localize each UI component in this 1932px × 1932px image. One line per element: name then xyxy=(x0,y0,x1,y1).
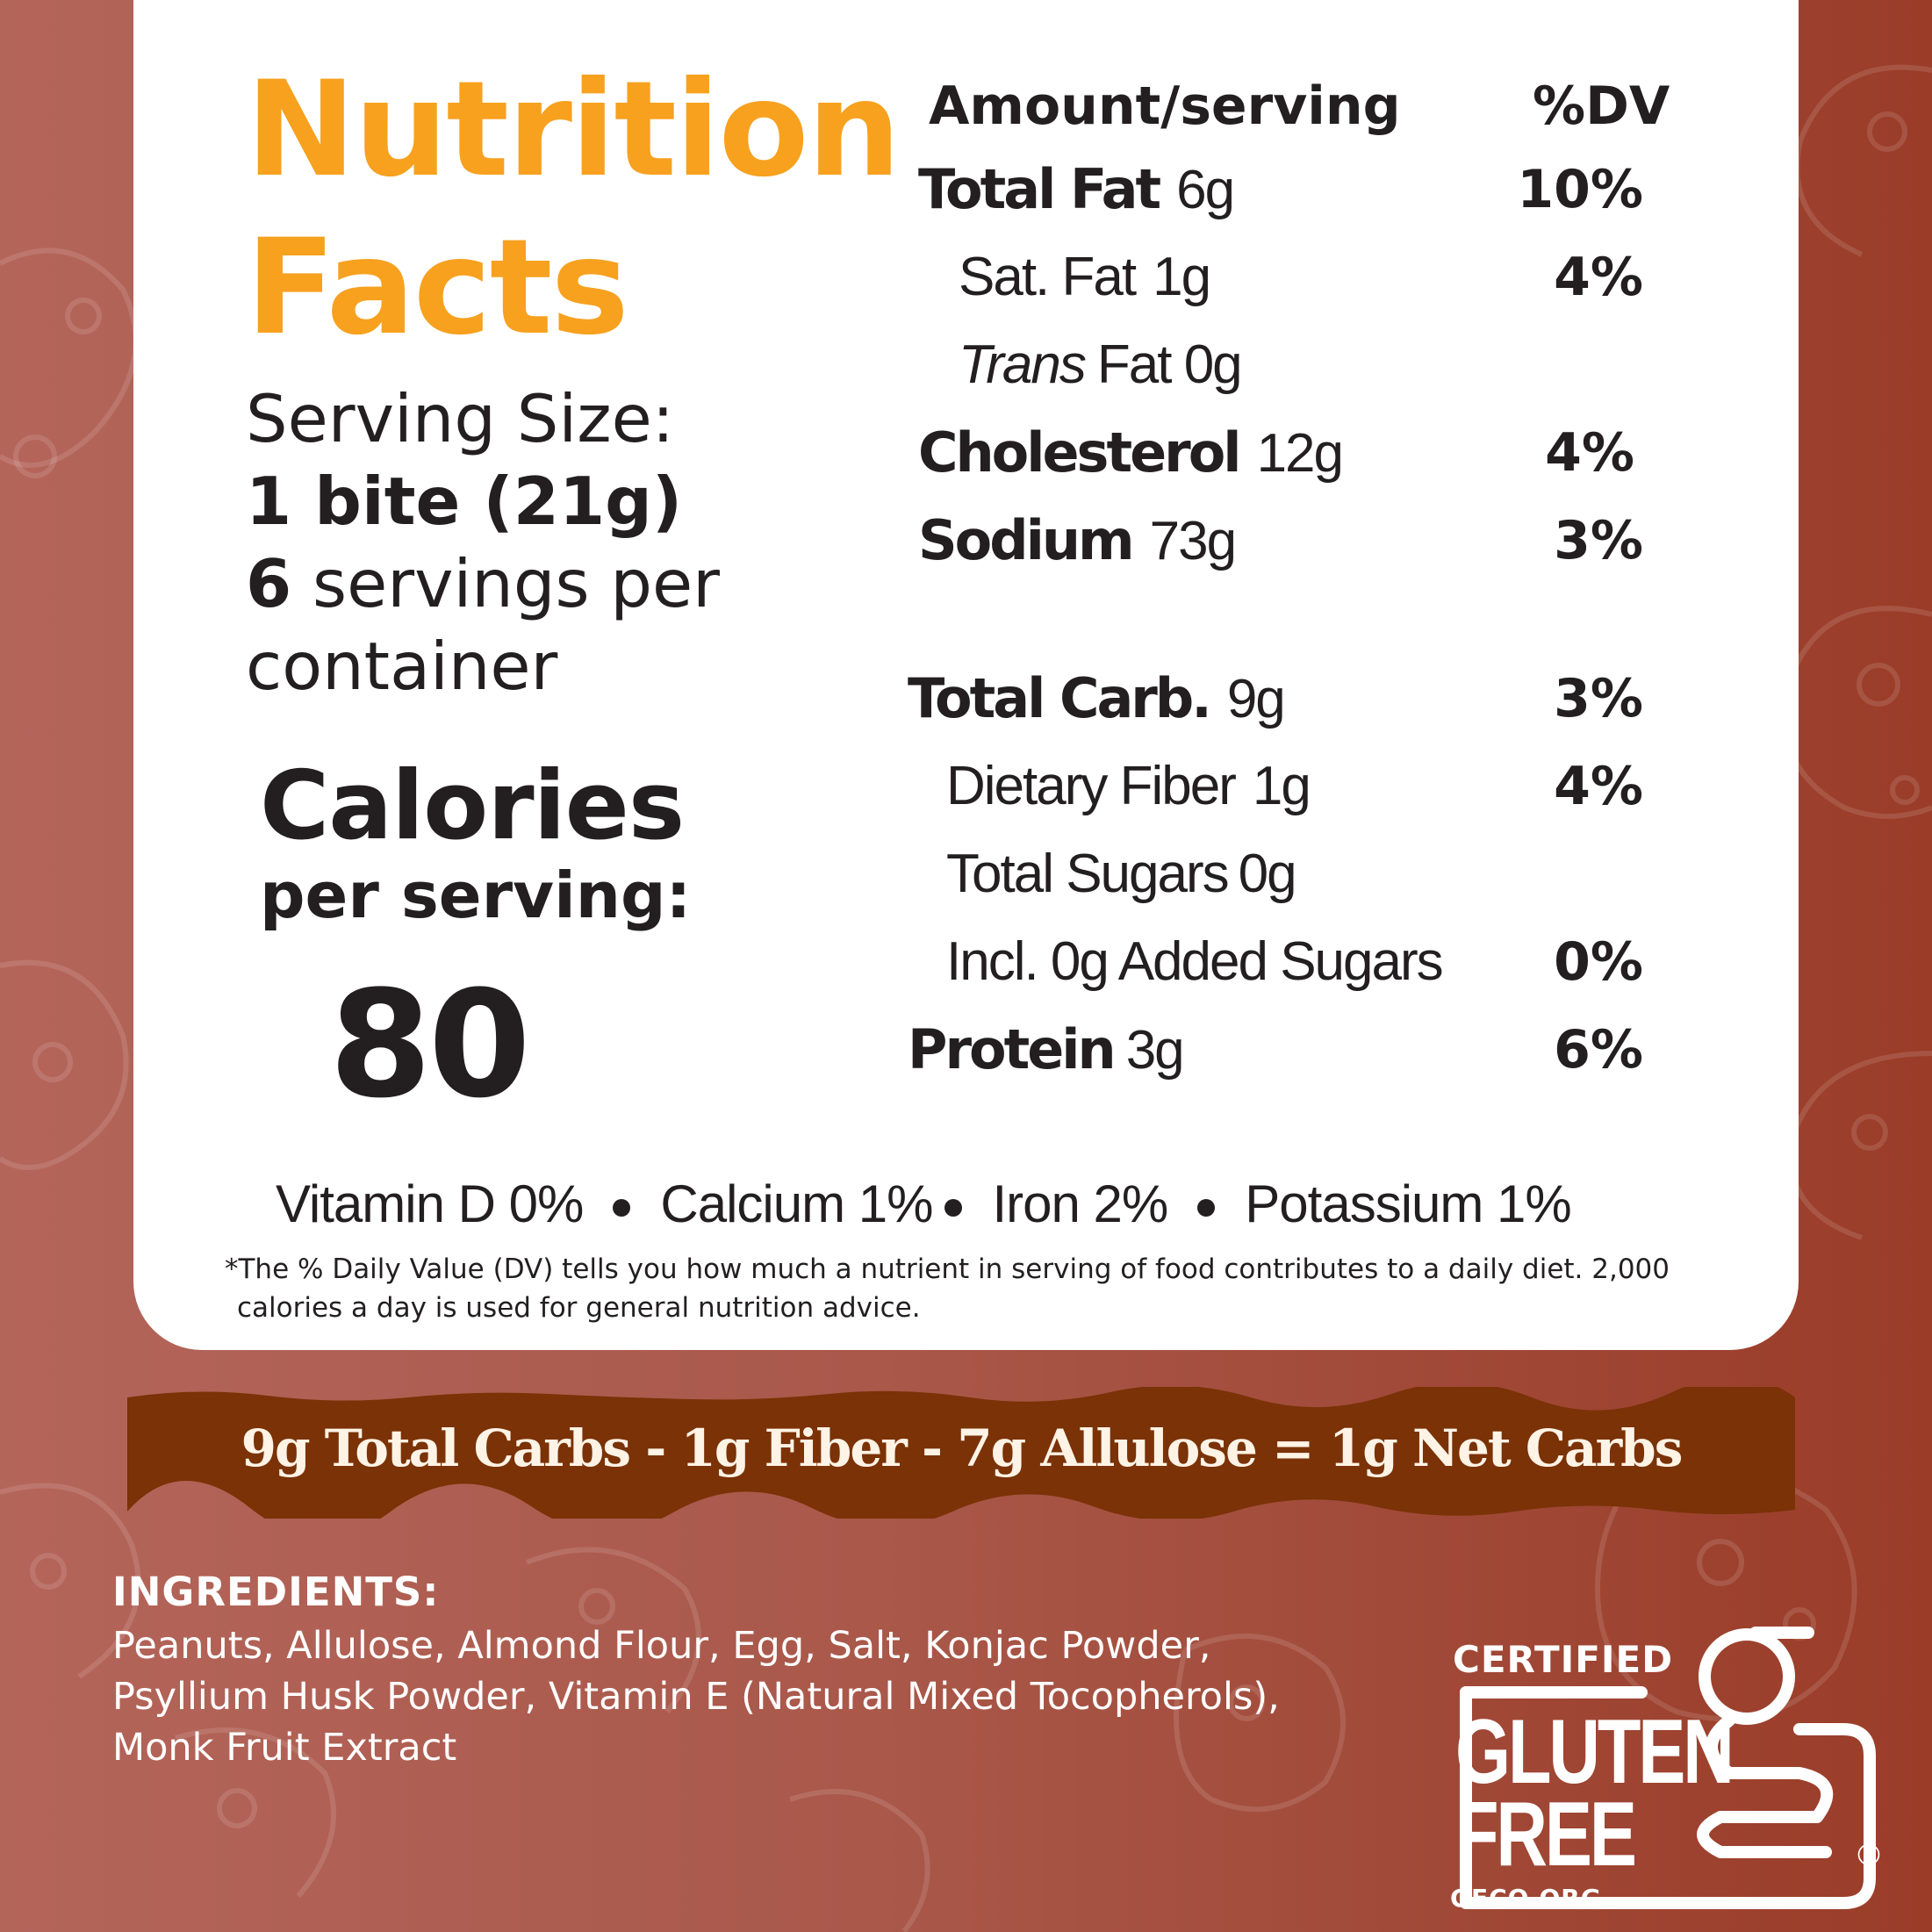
gf-gluten-text: GLUTEN xyxy=(1455,1701,1734,1803)
dv-cholesterol: 4% xyxy=(1545,422,1634,484)
header-amount: Amount/serving xyxy=(929,75,1401,137)
nutrient-row-sat-fat: Sat. Fat 1g xyxy=(959,247,1211,307)
calcium: Calcium 1% xyxy=(660,1174,933,1233)
dv-sat-fat: 4% xyxy=(1554,247,1643,308)
calories-subtitle: per serving: xyxy=(260,858,692,932)
nutrient-row-added-sugars: Incl. 0g Added Sugars xyxy=(946,931,1444,992)
daily-value-footnote: *The % Daily Value (DV) tells you how mu… xyxy=(225,1253,1670,1324)
bullet-dot-icon xyxy=(613,1199,631,1217)
calories-value: 80 xyxy=(329,959,531,1131)
nutrient-row-total-sugars: Total Sugars 0g xyxy=(946,844,1297,904)
nutrient-row-total-fat: Total Fat 6g xyxy=(918,157,1235,221)
header-dv: %DV xyxy=(1533,75,1670,137)
calories-title: Calories xyxy=(260,751,685,861)
potassium: Potassium 1% xyxy=(1245,1174,1571,1233)
nutrition-label-panel xyxy=(133,0,1799,1350)
dv-total-carb: 3% xyxy=(1554,668,1643,729)
dv-added-sugars: 0% xyxy=(1554,931,1643,993)
nutrient-row-sodium: Sodium 73g xyxy=(918,508,1237,572)
gf-free-text: FREE xyxy=(1455,1784,1637,1885)
gf-registered-mark: ® xyxy=(1854,1838,1884,1873)
iron: Iron 2% xyxy=(992,1174,1168,1233)
dv-protein: 6% xyxy=(1554,1019,1643,1081)
serving-info: Serving Size: 1 bite (21g) 6 servings pe… xyxy=(246,377,790,707)
ingredients-text: Peanuts, Allulose, Almond Flour, Egg, Sa… xyxy=(112,1624,1280,1770)
nutrient-row-total-carb: Total Carb. 9g xyxy=(908,666,1286,730)
dv-sodium: 3% xyxy=(1554,510,1643,571)
bullet-dot-icon xyxy=(1197,1199,1216,1217)
serving-size-label: Serving Size: xyxy=(246,380,675,457)
dv-dietary-fiber: 4% xyxy=(1554,756,1643,817)
nutrition-facts-title: Nutrition Facts xyxy=(246,54,901,364)
nutrient-row-protein: Protein 3g xyxy=(908,1017,1185,1081)
gf-certified-text: CERTIFIED xyxy=(1453,1638,1674,1681)
servings-per-container: 6 servings per xyxy=(246,545,720,622)
vitamin-d: Vitamin D 0% xyxy=(276,1174,584,1233)
gluten-free-logo-icon xyxy=(1460,1627,1876,1909)
dv-total-fat: 10% xyxy=(1517,159,1643,220)
vitamins-row: Vitamin D 0% Calcium 1% Iron 2% Potassium 1… xyxy=(276,1173,1572,1236)
gf-org-text: GFCO.ORG xyxy=(1450,1884,1602,1913)
net-carbs-band xyxy=(127,1387,1795,1519)
net-carbs-text: 9g Total Carbs - 1g Fiber - 7g Allulose … xyxy=(241,1418,1684,1478)
bullet-dot-icon xyxy=(944,1199,963,1217)
nutrient-row-dietary-fiber: Dietary Fiber 1g xyxy=(946,756,1311,816)
nutrient-row-cholesterol: Cholesterol 12g xyxy=(918,420,1344,485)
servings-container-text: container xyxy=(246,628,558,705)
nutrient-row-trans-fat: Trans Fat 0g xyxy=(959,334,1243,395)
ingredients-title: INGREDIENTS: xyxy=(112,1569,440,1615)
serving-size-value: 1 bite (21g) xyxy=(246,463,683,540)
